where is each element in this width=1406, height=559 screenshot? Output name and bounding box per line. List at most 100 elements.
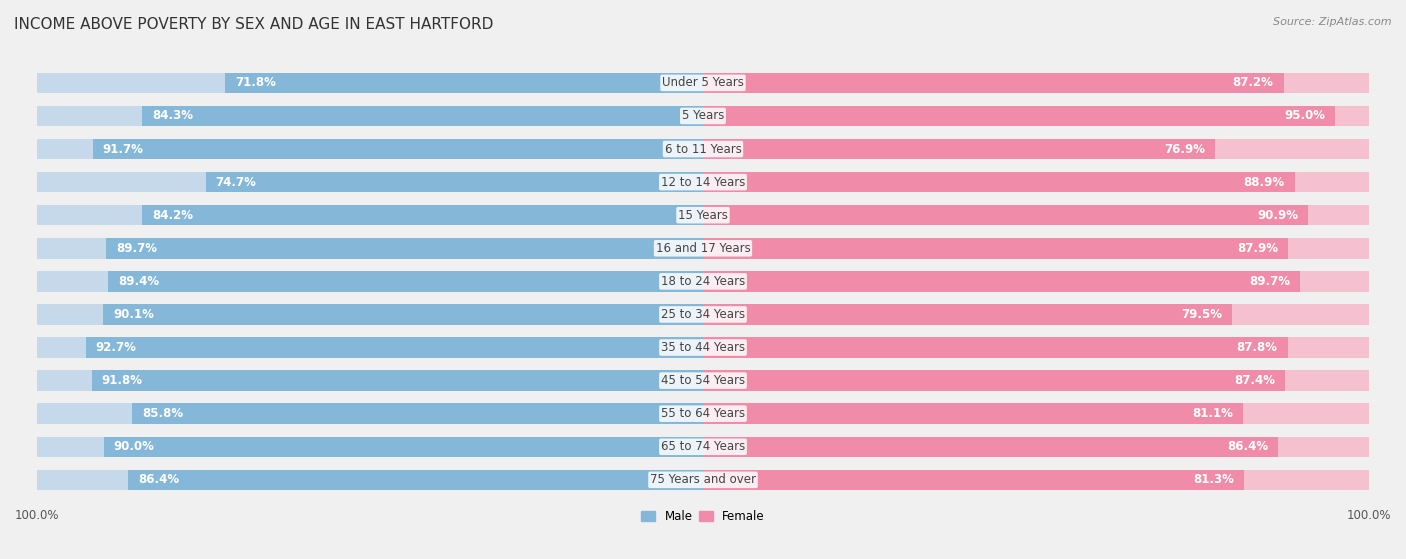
Text: 76.9%: 76.9%	[1164, 143, 1205, 155]
Text: 35 to 44 Years: 35 to 44 Years	[661, 341, 745, 354]
Bar	[37, 205, 1369, 225]
Bar	[1244, 470, 1369, 490]
Text: 74.7%: 74.7%	[215, 176, 256, 188]
Text: 18 to 24 Years: 18 to 24 Years	[661, 275, 745, 288]
Text: 92.7%: 92.7%	[96, 341, 136, 354]
Text: 87.4%: 87.4%	[1234, 374, 1275, 387]
Bar	[93, 139, 703, 159]
Text: 71.8%: 71.8%	[235, 77, 276, 89]
Bar	[37, 205, 142, 225]
Text: 90.1%: 90.1%	[112, 308, 155, 321]
Bar	[1295, 172, 1369, 192]
Bar	[37, 437, 1369, 457]
Bar	[91, 371, 703, 391]
Bar	[1288, 337, 1369, 358]
Bar	[37, 470, 128, 490]
Bar	[37, 371, 91, 391]
Bar	[703, 172, 1295, 192]
Bar	[37, 73, 225, 93]
Bar	[37, 437, 104, 457]
Bar	[703, 139, 1215, 159]
Bar	[205, 172, 703, 192]
Text: 6 to 11 Years: 6 to 11 Years	[665, 143, 741, 155]
Bar	[37, 139, 93, 159]
Text: 81.3%: 81.3%	[1194, 473, 1234, 486]
Bar	[37, 304, 103, 325]
Bar	[703, 271, 1301, 292]
Bar	[142, 106, 703, 126]
Bar	[103, 304, 703, 325]
Text: 45 to 54 Years: 45 to 54 Years	[661, 374, 745, 387]
Bar	[1278, 437, 1369, 457]
Bar	[1232, 304, 1369, 325]
Text: 84.2%: 84.2%	[152, 209, 194, 222]
Bar	[86, 337, 703, 358]
Bar	[703, 470, 1244, 490]
Bar	[1215, 139, 1369, 159]
Text: 87.9%: 87.9%	[1237, 242, 1278, 255]
Text: 85.8%: 85.8%	[142, 407, 183, 420]
Bar	[1308, 205, 1369, 225]
Bar	[1288, 238, 1369, 258]
Text: 25 to 34 Years: 25 to 34 Years	[661, 308, 745, 321]
Bar	[37, 172, 1369, 192]
Text: 87.2%: 87.2%	[1233, 77, 1274, 89]
Bar	[132, 404, 703, 424]
Bar	[703, 437, 1278, 457]
Bar	[37, 238, 1369, 258]
Text: 95.0%: 95.0%	[1285, 110, 1326, 122]
Text: 89.4%: 89.4%	[118, 275, 159, 288]
Bar	[1285, 371, 1369, 391]
Bar	[108, 271, 703, 292]
Bar	[128, 470, 703, 490]
Bar	[1284, 73, 1369, 93]
Text: 90.0%: 90.0%	[114, 440, 155, 453]
Bar	[37, 337, 1369, 358]
Bar	[142, 205, 703, 225]
Bar	[225, 73, 703, 93]
Text: 12 to 14 Years: 12 to 14 Years	[661, 176, 745, 188]
Text: 89.7%: 89.7%	[1249, 275, 1291, 288]
Text: 91.7%: 91.7%	[103, 143, 143, 155]
Text: 75 Years and over: 75 Years and over	[650, 473, 756, 486]
Bar	[703, 238, 1288, 258]
Bar	[1336, 106, 1369, 126]
Bar	[703, 404, 1243, 424]
Bar	[37, 404, 132, 424]
Bar	[37, 337, 86, 358]
Legend: Male, Female: Male, Female	[637, 506, 769, 528]
Bar	[703, 304, 1232, 325]
Bar	[37, 106, 1369, 126]
Bar	[1243, 404, 1369, 424]
Bar	[703, 73, 1284, 93]
Text: 87.8%: 87.8%	[1236, 341, 1278, 354]
Bar	[37, 139, 1369, 159]
Bar	[37, 271, 108, 292]
Text: 90.9%: 90.9%	[1257, 209, 1298, 222]
Text: Source: ZipAtlas.com: Source: ZipAtlas.com	[1274, 17, 1392, 27]
Bar	[37, 404, 1369, 424]
Bar	[703, 337, 1288, 358]
Text: INCOME ABOVE POVERTY BY SEX AND AGE IN EAST HARTFORD: INCOME ABOVE POVERTY BY SEX AND AGE IN E…	[14, 17, 494, 32]
Bar	[37, 271, 1369, 292]
Text: 86.4%: 86.4%	[138, 473, 179, 486]
Bar	[703, 106, 1336, 126]
Text: Under 5 Years: Under 5 Years	[662, 77, 744, 89]
Text: 81.1%: 81.1%	[1192, 407, 1233, 420]
Bar	[37, 470, 1369, 490]
Bar	[1301, 271, 1369, 292]
Text: 84.3%: 84.3%	[152, 110, 193, 122]
Text: 88.9%: 88.9%	[1244, 176, 1285, 188]
Text: 89.7%: 89.7%	[115, 242, 157, 255]
Text: 15 Years: 15 Years	[678, 209, 728, 222]
Bar	[703, 371, 1285, 391]
Bar	[37, 106, 142, 126]
Bar	[37, 238, 105, 258]
Bar	[37, 371, 1369, 391]
Bar	[104, 437, 703, 457]
Text: 91.8%: 91.8%	[101, 374, 143, 387]
Text: 55 to 64 Years: 55 to 64 Years	[661, 407, 745, 420]
Bar	[37, 304, 1369, 325]
Bar	[37, 172, 205, 192]
Bar	[703, 205, 1308, 225]
